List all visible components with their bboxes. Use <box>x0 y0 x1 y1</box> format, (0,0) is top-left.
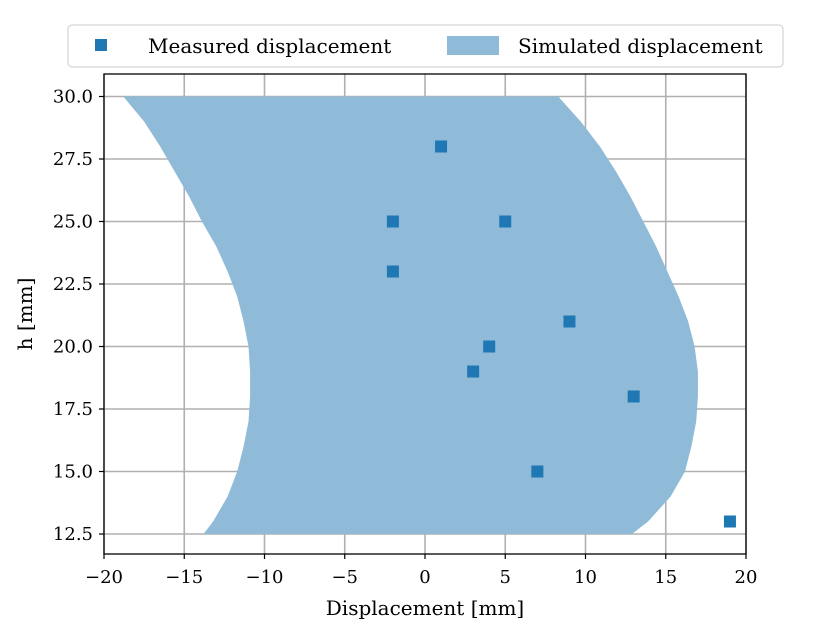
measured-point <box>467 365 480 378</box>
x-tick-label: 15 <box>654 567 677 588</box>
measured-point <box>435 140 448 153</box>
legend-marker-measured <box>95 39 107 51</box>
legend-label-simulated: Simulated displacement <box>518 34 763 58</box>
x-tick-label: 0 <box>419 567 430 588</box>
y-tick-label: 27.5 <box>53 149 93 170</box>
x-axis-label: Displacement [mm] <box>326 596 524 620</box>
legend: Measured displacement Simulated displace… <box>67 24 784 68</box>
legend-label-measured: Measured displacement <box>148 34 391 58</box>
measured-points-layer <box>386 140 736 528</box>
measured-point <box>627 390 640 403</box>
y-tick-label: 15.0 <box>53 462 93 483</box>
measured-point <box>531 465 544 478</box>
measured-point <box>386 265 399 278</box>
measured-point <box>483 340 496 353</box>
x-tick-label: −10 <box>246 567 284 588</box>
x-tick-label: −15 <box>165 567 203 588</box>
x-tick-label: 5 <box>500 567 511 588</box>
y-tick-label: 12.5 <box>53 524 93 545</box>
simulated-displacement-band <box>123 96 698 534</box>
y-axis-ticks: 12.5 15.0 17.5 20.0 22.5 25.0 27.5 30.0 <box>53 87 104 545</box>
measured-point <box>723 515 736 528</box>
measured-point <box>563 315 576 328</box>
x-tick-label: 20 <box>735 567 758 588</box>
legend-swatch-simulated <box>447 36 499 55</box>
y-tick-label: 20.0 <box>53 337 93 358</box>
y-axis-label: h [mm] <box>13 278 37 351</box>
y-tick-label: 30.0 <box>53 87 93 108</box>
y-tick-label: 22.5 <box>53 274 93 295</box>
measured-point <box>499 215 512 228</box>
x-tick-label: 10 <box>574 567 597 588</box>
y-tick-label: 25.0 <box>53 212 93 233</box>
legend-box <box>67 24 784 68</box>
x-tick-label: −20 <box>85 567 123 588</box>
simulated-band-layer <box>123 96 698 534</box>
x-axis-ticks: −20 −15 −10 −5 0 5 10 15 20 <box>85 554 757 588</box>
measured-point <box>386 215 399 228</box>
x-tick-label: −5 <box>331 567 358 588</box>
y-tick-label: 17.5 <box>53 399 93 420</box>
